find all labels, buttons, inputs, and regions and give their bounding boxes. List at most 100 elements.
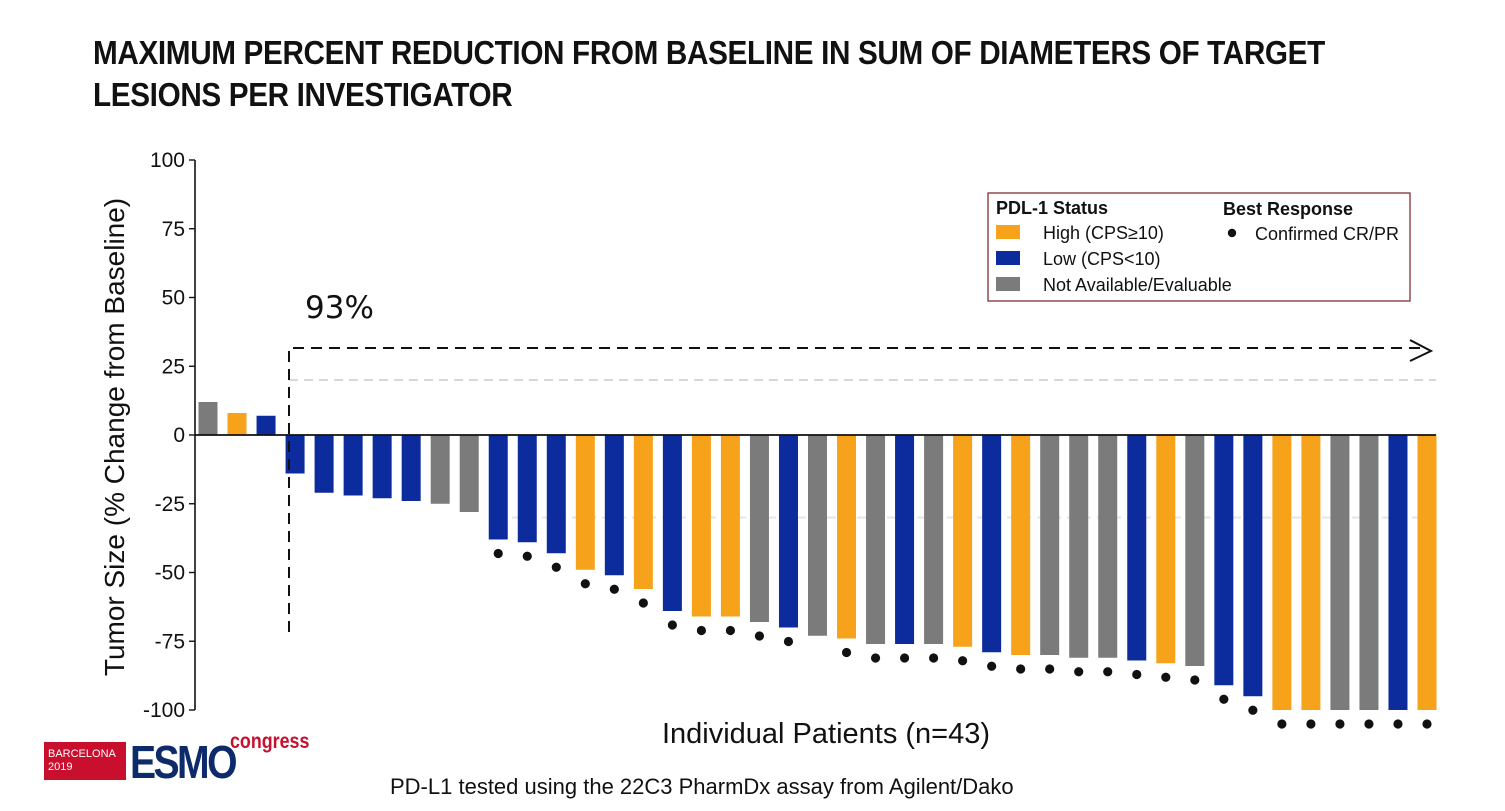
response-dot xyxy=(783,636,794,647)
bar xyxy=(575,435,595,570)
bar xyxy=(198,402,218,435)
bar xyxy=(546,435,566,554)
bar xyxy=(1156,435,1176,664)
bar xyxy=(1330,435,1350,710)
annotation-label: 93% xyxy=(305,290,374,326)
bar xyxy=(720,435,740,617)
response-dot xyxy=(1277,719,1287,729)
bar xyxy=(1243,435,1263,697)
y-tick-label: -50 xyxy=(155,562,185,585)
logo-city: BARCELONA xyxy=(48,748,116,760)
esmo-logo: BARCELONA 2019 ESMO congress xyxy=(44,730,334,788)
bar xyxy=(1011,435,1031,655)
bar xyxy=(1417,435,1437,710)
y-tick-label: 25 xyxy=(162,355,185,378)
response-dot xyxy=(987,661,997,671)
response-dot xyxy=(1422,719,1432,729)
bar xyxy=(778,435,798,628)
legend-label-na: Not Available/Evaluable xyxy=(1043,275,1232,295)
bar xyxy=(227,413,247,435)
response-dot xyxy=(1335,719,1345,729)
bar xyxy=(430,435,450,504)
legend-swatch-high xyxy=(996,225,1020,239)
bar xyxy=(285,435,305,474)
bar xyxy=(808,435,827,636)
response-dot xyxy=(609,584,619,594)
bar xyxy=(982,435,1002,653)
response-dot xyxy=(551,562,561,572)
response-dot xyxy=(1161,672,1171,682)
bar xyxy=(1127,435,1147,661)
slide-title: MAXIMUM PERCENT REDUCTION FROM BASELINE … xyxy=(93,34,1325,113)
response-dot xyxy=(580,579,590,589)
bar xyxy=(488,435,508,540)
annotation-group: 93% xyxy=(288,290,1434,632)
legend-label-high: High (CPS≥10) xyxy=(1043,223,1164,243)
bar xyxy=(749,435,769,622)
y-tick-label: -75 xyxy=(155,630,185,653)
response-dot xyxy=(493,548,503,559)
bar xyxy=(895,435,915,644)
response-dot xyxy=(870,653,881,663)
response-dot xyxy=(696,625,707,636)
bar xyxy=(1388,435,1408,710)
bar xyxy=(314,435,334,493)
y-axis-label: Tumor Size (% Change from Baseline) xyxy=(99,198,130,676)
logo-brand: ESMO xyxy=(130,736,238,788)
axes-group: 100 75 50 25 0 -25 -50 -75 -100 Tumor Size (% Cha… xyxy=(99,149,1436,750)
bar xyxy=(459,435,479,512)
y-tick-label: 0 xyxy=(173,424,185,447)
legend-swatch-low xyxy=(996,251,1020,265)
logo-suffix: congress xyxy=(230,730,310,753)
response-dot xyxy=(1045,664,1055,674)
y-tick-label: 50 xyxy=(162,287,185,310)
response-dots-group xyxy=(493,548,1432,729)
bar xyxy=(1214,435,1234,686)
bar xyxy=(1185,435,1205,666)
bar xyxy=(1040,435,1060,655)
bar xyxy=(1301,435,1321,710)
bar xyxy=(1359,435,1379,710)
legend-response-title: Best Response xyxy=(1223,199,1353,219)
response-dot xyxy=(1306,719,1316,729)
response-dot xyxy=(1248,705,1258,715)
bar xyxy=(1069,435,1089,658)
response-dot xyxy=(667,620,677,630)
y-tick-label: -25 xyxy=(155,493,185,516)
response-dot xyxy=(1016,664,1026,674)
y-tick-label: 100 xyxy=(150,149,185,172)
legend-swatch-na xyxy=(996,277,1020,291)
bar xyxy=(633,435,653,589)
response-dot xyxy=(1103,667,1113,677)
bar xyxy=(662,435,682,611)
bar xyxy=(1272,435,1292,710)
bar xyxy=(343,435,363,496)
bar xyxy=(256,415,276,435)
bar xyxy=(866,435,886,644)
annotation-bracket xyxy=(288,347,1425,632)
response-dot xyxy=(638,598,648,608)
legend-response-label: Confirmed CR/PR xyxy=(1255,224,1399,244)
bar xyxy=(953,435,973,647)
bars-group xyxy=(198,402,1437,710)
bar xyxy=(401,435,421,501)
bar xyxy=(517,435,537,543)
bar xyxy=(604,435,624,576)
x-axis-label: Individual Patients (n=43) xyxy=(662,718,990,750)
response-dot xyxy=(725,625,736,636)
bar xyxy=(924,435,944,644)
response-dot xyxy=(1132,669,1142,680)
bar xyxy=(372,435,392,499)
y-tick-label: -100 xyxy=(143,699,185,722)
response-dot xyxy=(522,551,532,561)
response-dot xyxy=(841,647,852,658)
legend-box xyxy=(987,192,1411,302)
logo-city-badge: BARCELONA 2019 xyxy=(44,742,126,780)
response-dot xyxy=(928,653,939,663)
bar xyxy=(837,435,857,639)
response-dot xyxy=(1393,719,1403,729)
bar xyxy=(691,435,711,617)
response-dot xyxy=(1190,675,1200,685)
logo-year: 2019 xyxy=(48,761,73,773)
